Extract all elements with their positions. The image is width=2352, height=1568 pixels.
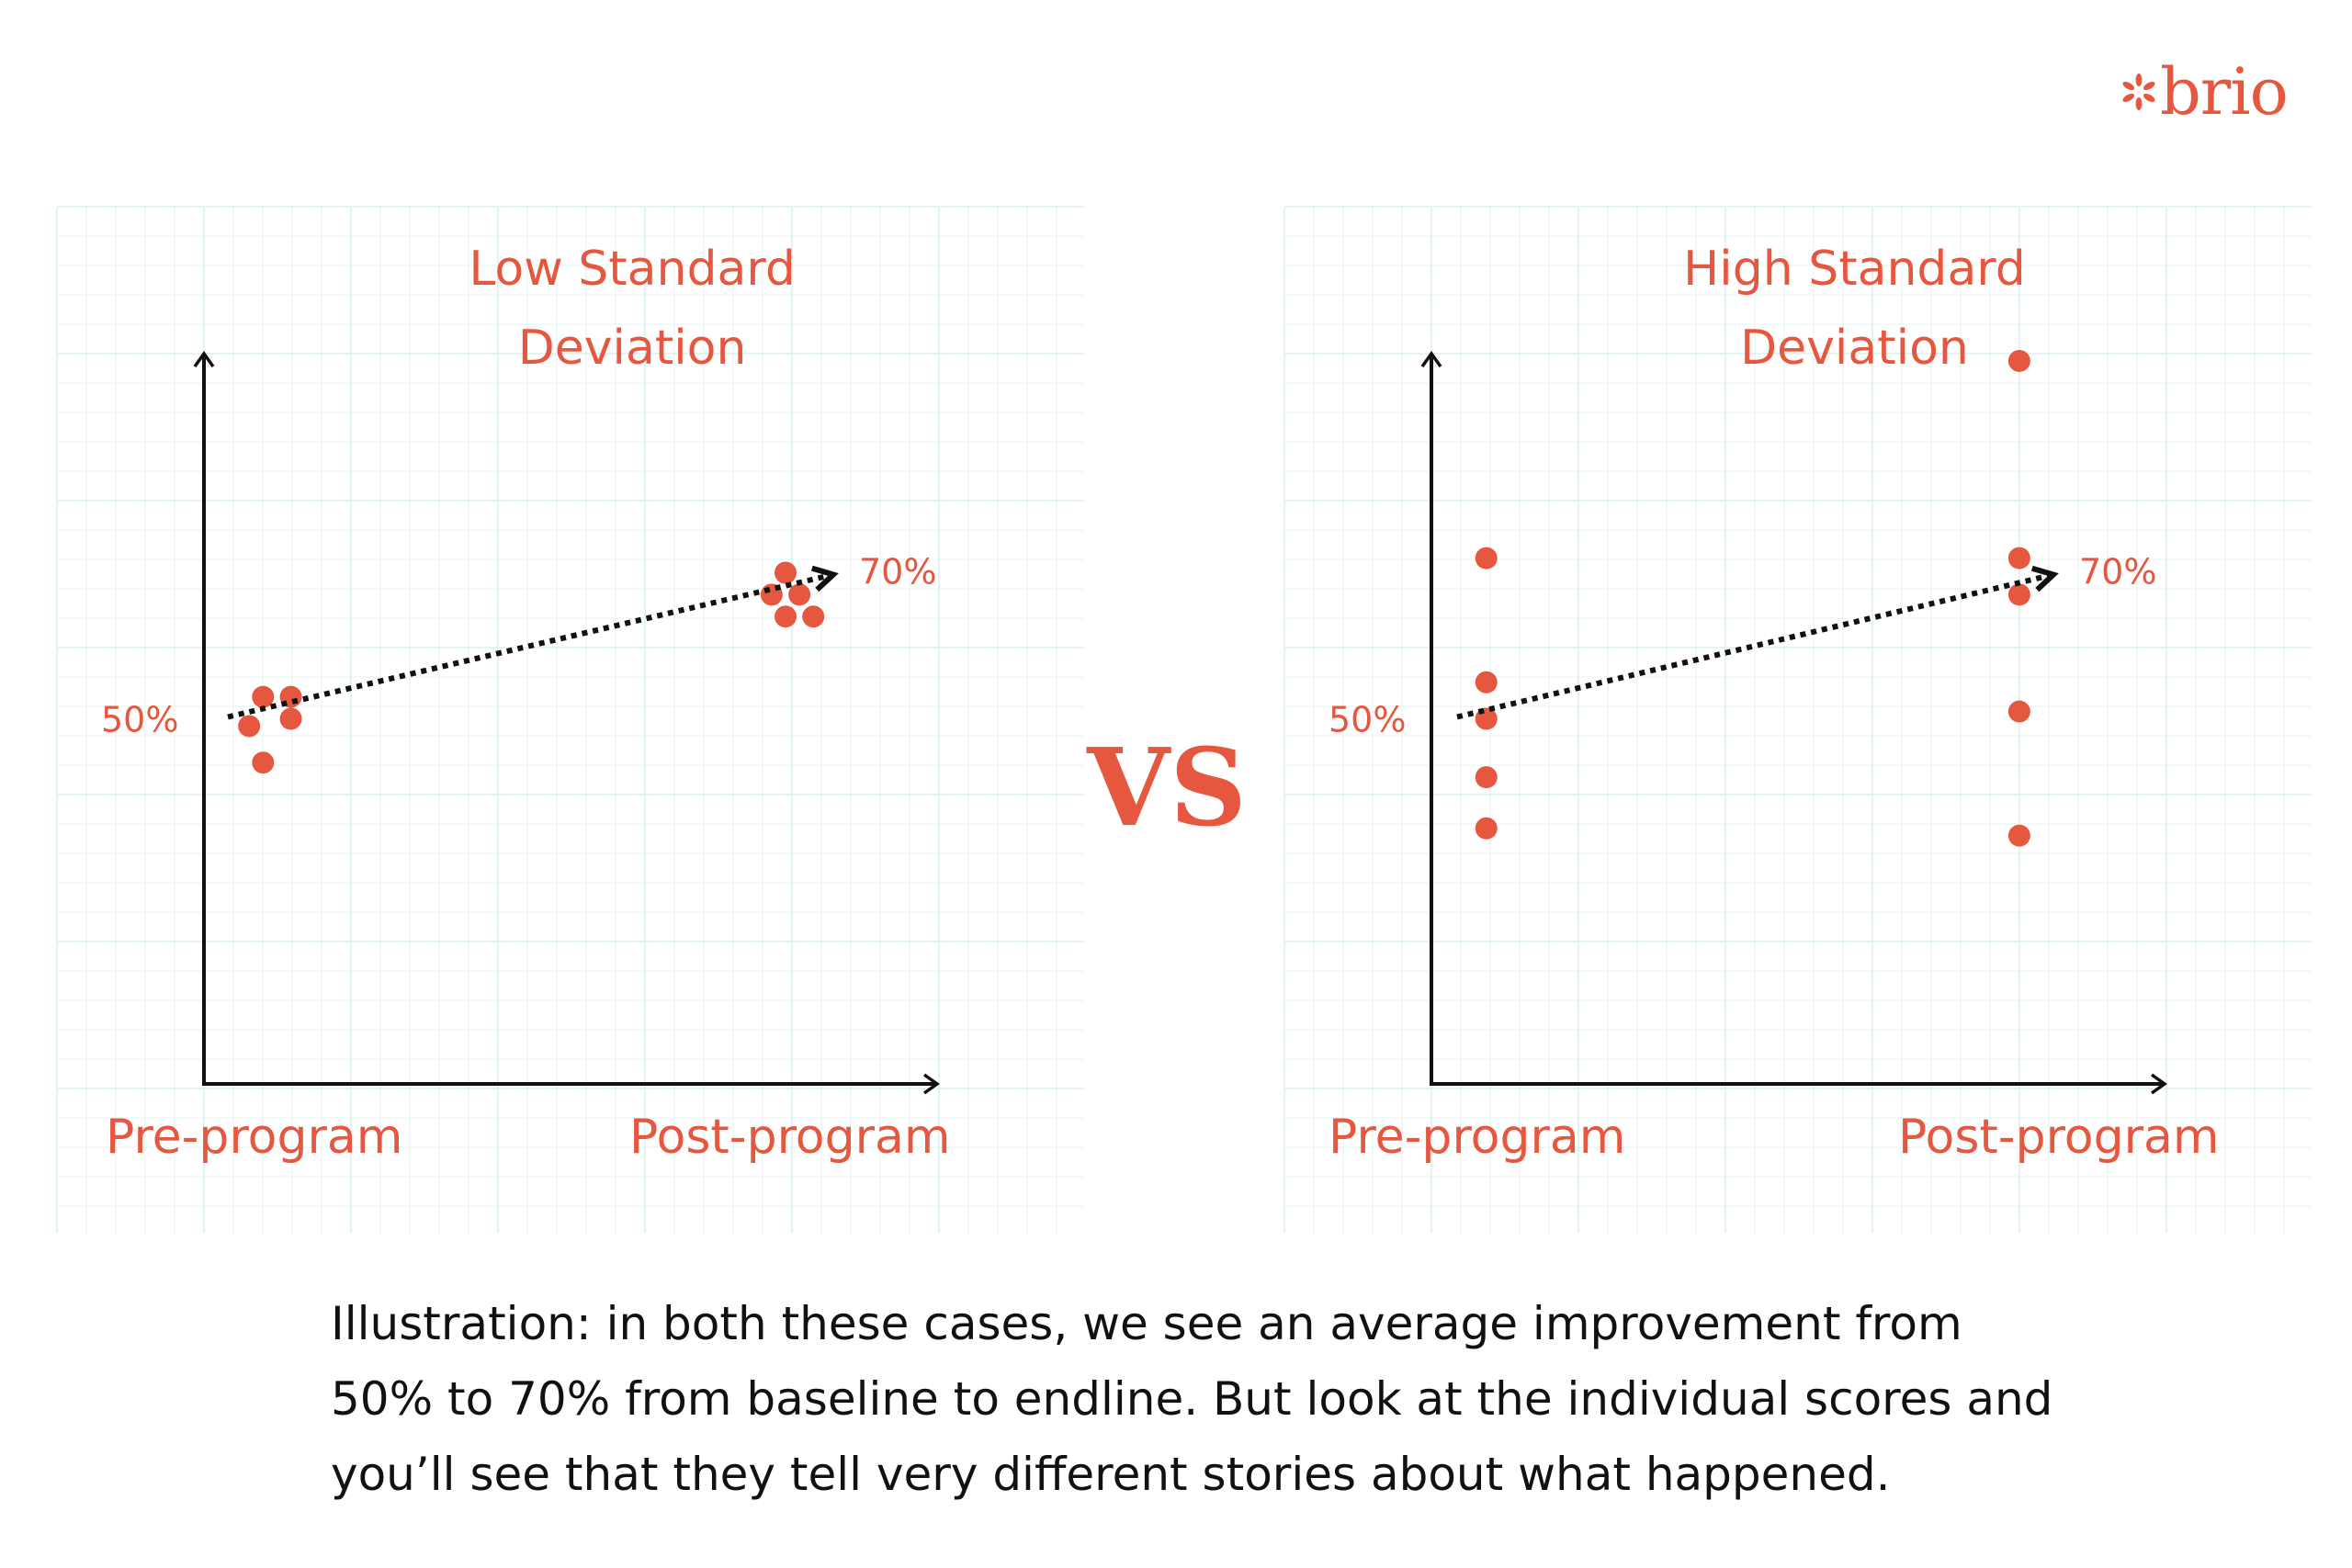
chart-title-line: Deviation	[1740, 321, 1969, 376]
mean-label-pre: 50%	[1329, 700, 1406, 740]
chart-title-line: High Standard	[1683, 242, 2026, 297]
data-point	[775, 561, 797, 584]
data-point	[802, 605, 825, 628]
mean-label-post: 70%	[2079, 552, 2156, 592]
data-point	[1475, 766, 1498, 789]
data-point	[279, 707, 302, 730]
caption: Illustration: in both these cases, we se…	[331, 1286, 2076, 1512]
data-point	[1475, 817, 1498, 840]
mean-trend-arrow	[1456, 565, 2059, 720]
data-point	[238, 715, 261, 738]
data-point	[775, 605, 797, 628]
chart-title-line: Low Standard	[469, 242, 796, 297]
data-points	[238, 561, 825, 774]
data-point	[252, 685, 275, 708]
x-tick-label: Pre-program	[106, 1110, 402, 1165]
data-point	[1475, 547, 1498, 570]
x-tick-label: Post-program	[1898, 1110, 2220, 1165]
chart-panel: High Standard Deviation Pre-program Post-pr…	[1283, 206, 2312, 1233]
data-point	[252, 751, 275, 774]
sparkle-icon	[2122, 73, 2155, 110]
mean-trend-arrow	[227, 565, 839, 720]
y-axis-arrow	[193, 350, 215, 368]
data-point	[2007, 700, 2030, 723]
data-point	[2007, 824, 2030, 847]
chart-title-line: Deviation	[518, 321, 747, 376]
data-point	[2007, 349, 2030, 372]
x-tick-label: Pre-program	[1329, 1110, 1625, 1165]
caption-line: 50% to 70% from baseline to endline. But…	[331, 1372, 2053, 1426]
mean-label-pre: 50%	[101, 700, 178, 740]
mean-label-post: 70%	[859, 552, 936, 592]
caption-line: Illustration: in both these cases, we se…	[331, 1297, 1962, 1350]
data-point	[2007, 583, 2030, 606]
data-point	[2007, 547, 2030, 570]
x-axis-arrow	[2150, 1073, 2168, 1095]
brand-logo: brio	[2118, 51, 2289, 133]
caption-line: you’ll see that they tell very different…	[331, 1448, 1891, 1501]
x-tick-label: Post-program	[629, 1110, 951, 1165]
grid	[1283, 206, 2312, 1233]
brand-name: brio	[2160, 54, 2289, 130]
vs-label: VS	[1087, 726, 1247, 851]
data-point	[788, 583, 811, 606]
data-points	[1475, 349, 2030, 847]
y-axis-arrow	[1420, 350, 1442, 368]
data-point	[1475, 671, 1498, 694]
chart-panel: Low Standard Deviation Pre-program Post-pro…	[56, 206, 1084, 1233]
x-axis-arrow	[922, 1073, 941, 1095]
